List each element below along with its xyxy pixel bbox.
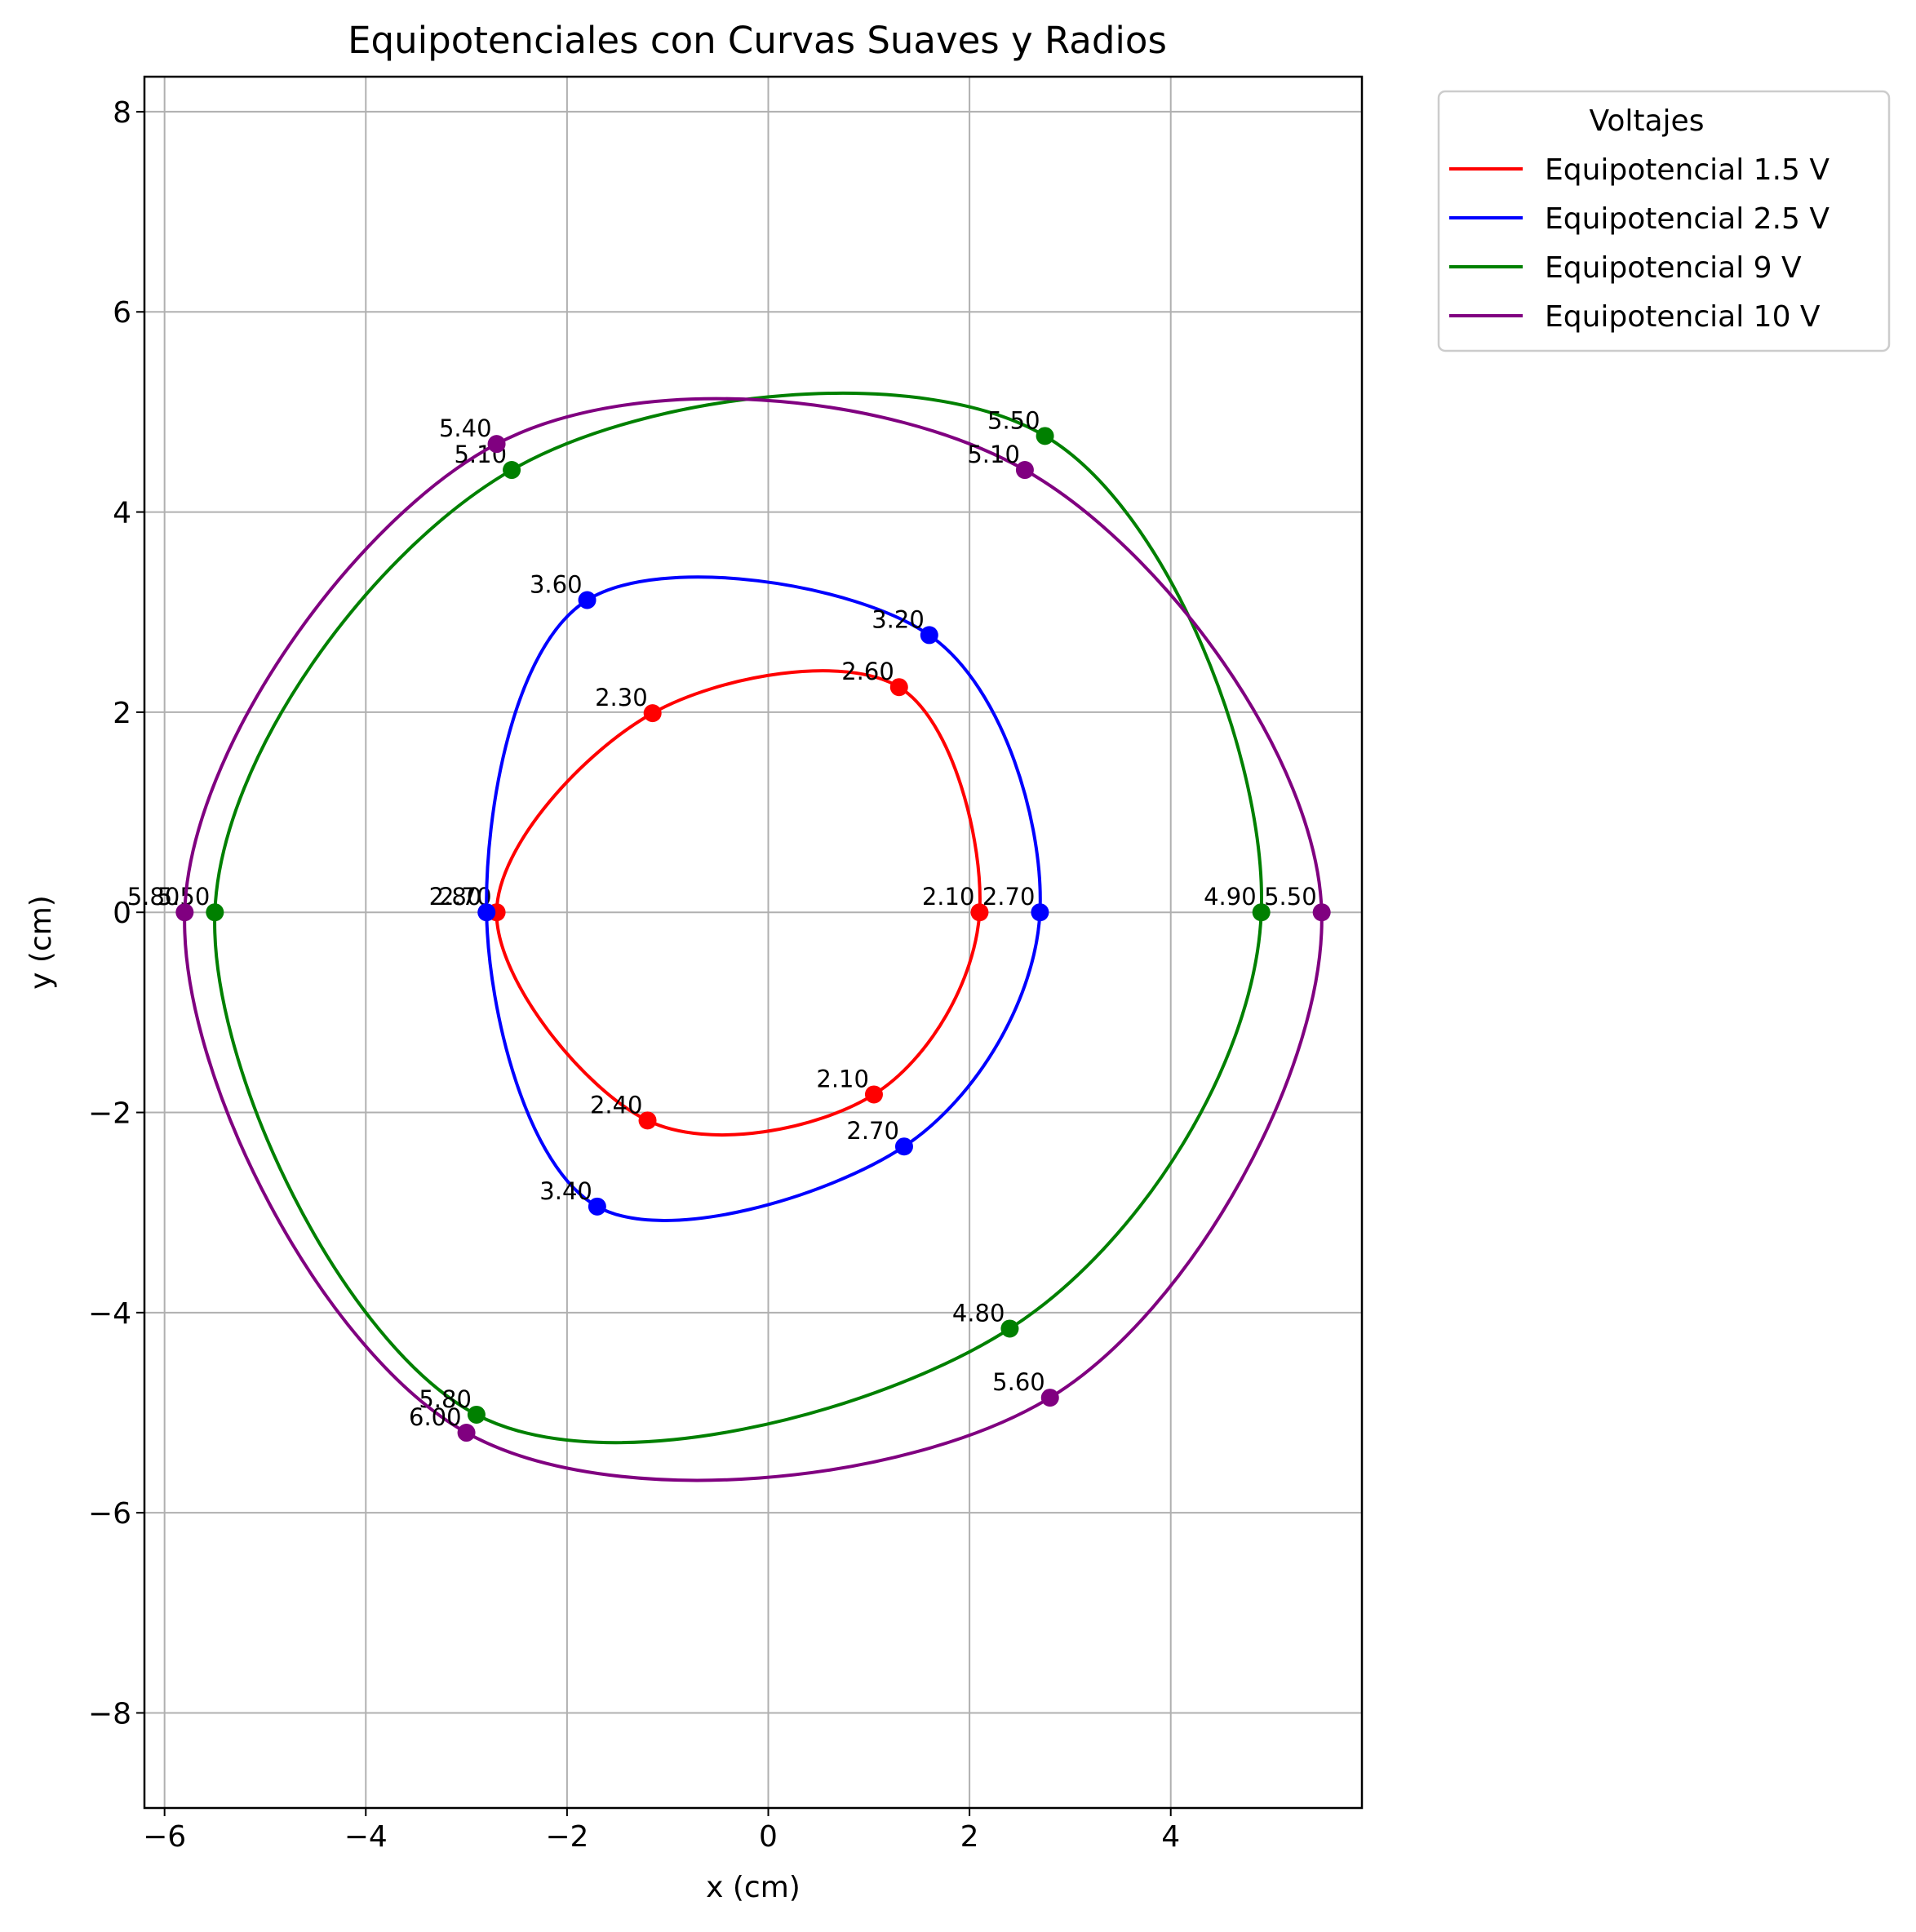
series-3-point-label-0: 5.50 — [1264, 883, 1317, 911]
x-tick-label-1: −4 — [344, 1820, 388, 1854]
legend-label-0: Equipotencial 1.5 V — [1545, 153, 1830, 187]
series-3-point-1 — [1015, 461, 1034, 480]
series-3-point-label-2: 5.40 — [439, 414, 492, 442]
legend-frame — [1437, 90, 1891, 352]
series-3-point-4 — [457, 1424, 476, 1442]
x-tick-label-0: −6 — [143, 1820, 186, 1854]
series-layer: 2.102.602.302.702.402.102.703.203.602.80… — [127, 391, 1331, 1482]
series-0-point-1 — [889, 678, 908, 697]
series-3-point-2 — [487, 435, 506, 454]
legend-label-3: Equipotencial 10 V — [1545, 300, 1821, 334]
series-1-point-5 — [894, 1137, 913, 1156]
series-3-point-label-1: 5.10 — [967, 441, 1020, 468]
series-2-point-label-1: 5.50 — [987, 406, 1040, 434]
series-1: 2.70 3.20 3.60 2.80 3.40 2.70 — [429, 571, 1049, 1222]
x-axis-label: x (cm) — [706, 1871, 801, 1904]
y-ticks: −8 −6 −4 −2 0 2 4 6 8 — [88, 96, 144, 1730]
series-1-point-2 — [578, 591, 597, 609]
y-tick-label-6: 4 — [113, 497, 131, 530]
y-tick-label-4: 0 — [113, 897, 131, 930]
series-1-point-label-0: 2.70 — [982, 883, 1036, 911]
y-axis-label: y (cm) — [24, 895, 58, 990]
series-0-point-label-5: 2.10 — [816, 1065, 869, 1092]
series-3-point-5 — [1040, 1389, 1059, 1407]
series-0-point-label-2: 2.30 — [595, 684, 648, 711]
series-3-point-3 — [175, 903, 194, 922]
series-0-point-5 — [864, 1085, 883, 1104]
series-3: 5.50 5.10 5.40 5.80 6.00 5.60 — [127, 397, 1331, 1482]
series-0-point-label-0: 2.10 — [922, 883, 975, 911]
x-tick-label-5: 4 — [1161, 1820, 1180, 1854]
legend-title: Voltajes — [1590, 104, 1705, 138]
series-3-point-label-4: 6.00 — [409, 1403, 462, 1431]
plot-background — [144, 77, 1362, 1808]
series-2-point-5 — [1000, 1319, 1019, 1338]
series-1-point-4 — [588, 1197, 606, 1216]
series-2-point-1 — [1036, 427, 1054, 445]
legend-label-2: Equipotencial 9 V — [1545, 251, 1802, 285]
x-tick-label-4: 2 — [960, 1820, 979, 1854]
y-tick-label-2: −4 — [88, 1297, 131, 1331]
plot-frame — [143, 75, 1364, 1810]
series-2-point-3 — [206, 903, 224, 922]
series-2-point-label-0: 4.90 — [1204, 883, 1257, 911]
series-1-point-label-4: 3.40 — [539, 1177, 592, 1205]
y-tick-label-8: 8 — [113, 96, 131, 130]
series-3-point-label-5: 5.60 — [992, 1368, 1045, 1396]
series-1-point-label-5: 2.70 — [846, 1117, 899, 1145]
series-1-point-0 — [1031, 903, 1049, 922]
series-0-point-label-4: 2.40 — [590, 1091, 643, 1119]
chart-title: Equipotenciales con Curvas Suaves y Radi… — [348, 19, 1167, 62]
series-2-point-0 — [1252, 903, 1271, 922]
series-2-point-label-5: 4.80 — [952, 1299, 1005, 1327]
series-1-point-label-3: 2.80 — [429, 883, 482, 911]
legend-label-1: Equipotencial 2.5 V — [1545, 202, 1830, 236]
series-0-point-0 — [970, 903, 989, 922]
y-tick-label-7: 6 — [113, 296, 131, 330]
series-1-point-1 — [920, 626, 938, 645]
series-0-point-2 — [643, 704, 662, 723]
y-tick-label-0: −8 — [88, 1697, 131, 1730]
grid — [144, 77, 1362, 1808]
legend: Voltajes Equipotencial 1.5 VEquipotencia… — [1437, 90, 1891, 352]
series-1-point-3 — [477, 903, 496, 922]
series-3-point-0 — [1312, 903, 1331, 922]
y-tick-label-5: 2 — [113, 697, 131, 730]
series-0-point-4 — [638, 1111, 657, 1130]
series-0-point-label-1: 2.60 — [841, 658, 894, 685]
y-tick-label-1: −6 — [88, 1497, 131, 1531]
series-1-point-label-1: 3.20 — [872, 605, 925, 633]
x-tick-label-3: 0 — [759, 1820, 778, 1854]
series-2-point-4 — [467, 1405, 486, 1424]
series-0: 2.102.602.302.702.402.10 — [439, 658, 989, 1137]
legend-items: Equipotencial 1.5 V Equipotencial 2.5 V Eq… — [1449, 153, 1830, 334]
y-tick-label-3: −2 — [88, 1097, 131, 1131]
x-ticks: −6 −4 −2 0 2 4 — [143, 1808, 1180, 1854]
x-tick-label-2: −2 — [545, 1820, 588, 1854]
series-1-point-label-2: 3.60 — [530, 571, 583, 599]
series-3-point-label-3: 5.80 — [127, 883, 180, 911]
series-2-point-2 — [503, 461, 521, 480]
